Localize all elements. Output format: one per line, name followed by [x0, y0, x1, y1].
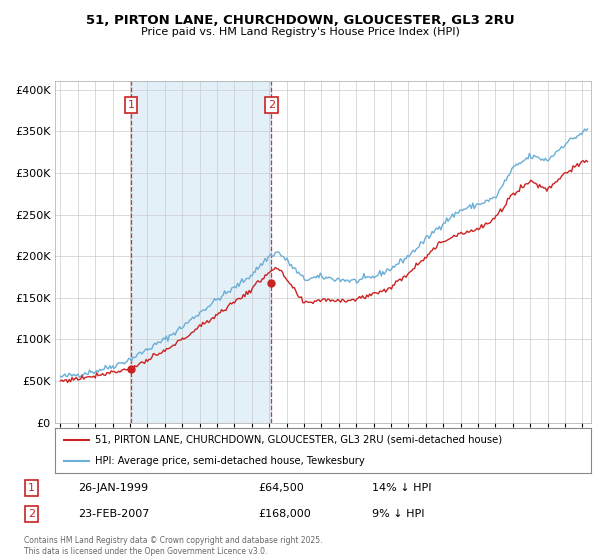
Text: 51, PIRTON LANE, CHURCHDOWN, GLOUCESTER, GL3 2RU: 51, PIRTON LANE, CHURCHDOWN, GLOUCESTER,… — [86, 14, 514, 27]
Text: 1: 1 — [28, 483, 35, 493]
Text: 51, PIRTON LANE, CHURCHDOWN, GLOUCESTER, GL3 2RU (semi-detached house): 51, PIRTON LANE, CHURCHDOWN, GLOUCESTER,… — [95, 435, 503, 445]
Text: 26-JAN-1999: 26-JAN-1999 — [78, 483, 148, 493]
Bar — [131, 81, 271, 423]
Text: 9% ↓ HPI: 9% ↓ HPI — [372, 509, 425, 519]
Text: 2: 2 — [28, 509, 35, 519]
Text: 14% ↓ HPI: 14% ↓ HPI — [372, 483, 431, 493]
Text: £168,000: £168,000 — [258, 509, 311, 519]
Text: Price paid vs. HM Land Registry's House Price Index (HPI): Price paid vs. HM Land Registry's House … — [140, 27, 460, 37]
Text: 2: 2 — [268, 100, 275, 110]
Text: 23-FEB-2007: 23-FEB-2007 — [78, 509, 149, 519]
Text: £64,500: £64,500 — [258, 483, 304, 493]
Text: Contains HM Land Registry data © Crown copyright and database right 2025.
This d: Contains HM Land Registry data © Crown c… — [24, 536, 323, 556]
Text: 1: 1 — [128, 100, 135, 110]
Text: HPI: Average price, semi-detached house, Tewkesbury: HPI: Average price, semi-detached house,… — [95, 456, 365, 466]
